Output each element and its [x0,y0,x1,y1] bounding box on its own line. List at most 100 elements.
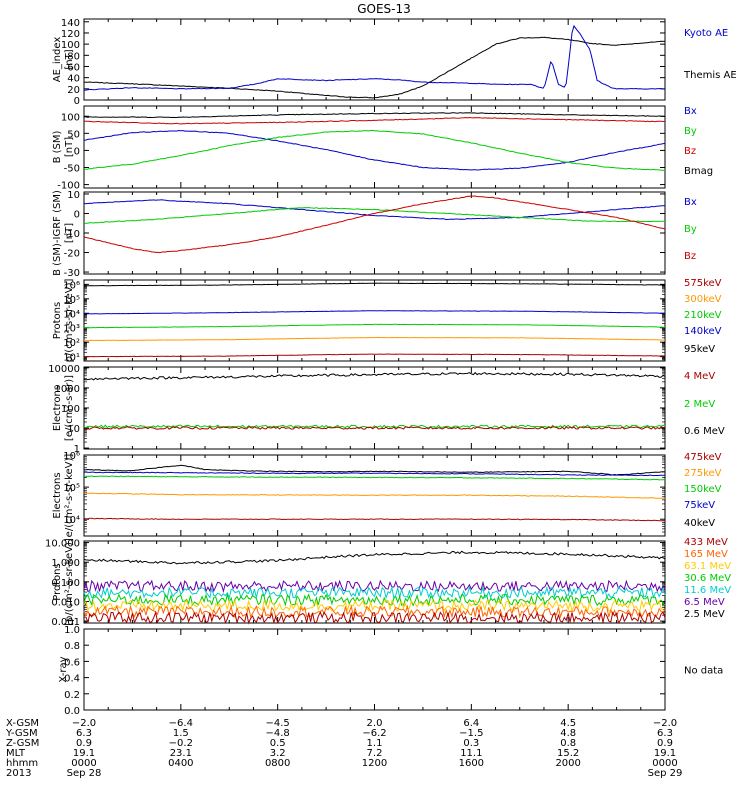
row-value-hhmm: 0800 [265,758,290,769]
y-tick-label: 10000 [48,364,80,375]
legend-140kev: 140keV [684,326,722,337]
legend-75kev: 75keV [684,500,715,511]
y-axis-label: B (SM)-IGRF (SM) [52,190,63,276]
y-tick-label: 0.100 [51,578,80,589]
panel-bsm: -100 -50 0 50 100 B (SM) [nT] Bx By Bz Bmag [52,105,713,192]
y-axis-label: [e/(cm²-s-sr)] [64,375,75,441]
row-value-mlt: 23.1 [170,748,192,759]
row-value-mlt: 3.2 [270,748,286,759]
y-tick-label: 0.0 [64,706,80,717]
row-value-z-gsm: 0.3 [463,738,479,749]
y-axis-label: X-ray [58,656,69,682]
y-tick-label: 40 [67,74,80,85]
y-tick-label: 0.4 [64,674,80,685]
row-value-y-gsm: −6.2 [362,728,386,739]
y-axis-label: e/(cm²-s-sr-keV)] [64,454,75,538]
legend-165-mev: 165 MeV [684,549,728,560]
y-axis-label: AE_index [52,37,63,83]
legend-2-5-mev: 2.5 MeV [684,609,725,620]
row-label-y-gsm: Y-GSM [5,728,38,739]
legend-95kev: 95keV [684,344,715,355]
legend-4-mev: 4 MeV [684,371,715,382]
panel-protons2: 0.001 0.010 0.100 1.000 10.000 Protons [p/(cm²… [45,537,731,628]
y-tick-label: -50 [64,164,80,175]
row-label-mlt: MLT [6,748,26,759]
legend-433-mev: 433 MeV [684,537,728,548]
series-line-2-mev [83,424,666,429]
series-line-2-5-mev [83,550,666,565]
panel-xray: 0.0 0.2 0.4 0.6 0.8 1.0 X-ray No data [58,625,723,717]
y-tick-label: -100 [57,181,80,192]
y-tick-label: 1.000 [51,558,80,569]
row-value-x-gsm: −6.4 [169,718,193,729]
series-line-40kev [83,464,666,476]
series-line-433-mev [83,610,666,625]
row-value-y-gsm: −1.5 [459,728,483,739]
series-line-11-6-mev [83,585,666,600]
y-axis-label: [p/(cm²-s-sr-keV)] [64,538,75,626]
y-tick-label: 10⁴ [63,515,80,526]
row-value-mlt: 19.1 [654,748,676,759]
y-axis-label: [nT] [64,223,75,243]
y-tick-label: 100 [61,40,80,51]
y-tick-label: 140 [61,18,80,29]
row-value-mlt: 19.1 [73,748,95,759]
series-line-210kev [83,323,665,329]
legend-themis-ae: Themis AE [683,70,737,81]
row-label-x-gsm: X-GSM [6,718,39,729]
y-tick-label: 80 [67,51,80,62]
series-line-575kev [83,353,666,358]
series-line-themis-ae [83,36,666,99]
series-line-kyoto-ae [83,24,666,91]
row-value-hhmm: 1600 [459,758,484,769]
date-start-label: Sep 28 [67,768,102,779]
legend-bz: Bz [684,146,696,157]
panel-frame [83,191,666,275]
panel-frame [83,628,666,711]
row-value-z-gsm: 0.8 [560,738,576,749]
y-tick-label: 0.001 [51,617,80,628]
y-tick-label: 10¹ [63,353,80,364]
legend-11-6-mev: 11.6 MeV [684,585,731,596]
row-value-x-gsm: 6.4 [463,718,479,729]
series-line-4-mev [83,426,665,430]
y-tick-label: 0 [74,96,80,107]
legend-0-6-mev: 0.6 MeV [684,426,725,437]
y-tick-label: 10.000 [45,539,80,550]
y-tick-label: 120 [61,29,80,40]
series-line-165-mev [83,604,666,619]
y-tick-label: 1000 [55,384,80,395]
y-axis-label: p/(cm²-s-sr-keV)] [64,279,75,363]
series-line-140kev [83,310,665,315]
row-value-z-gsm: −0.2 [169,738,193,749]
row-value-mlt: 11.1 [460,748,482,759]
y-axis-label: Electrons [52,472,63,518]
series-line-bmag [84,112,666,119]
y-tick-label: 1.0 [64,625,80,636]
series-line-bx [83,199,665,221]
row-value-y-gsm: 6.3 [76,728,92,739]
row-value-y-gsm: 6.3 [657,728,673,739]
y-tick-label: 1 [74,444,80,455]
series-line-300kev [83,336,666,342]
year-label: 2013 [6,768,31,779]
legend-bmag: Bmag [684,166,713,177]
row-value-mlt: 15.2 [557,748,579,759]
x-axis-table: X-GSM −2.0 −6.4 −4.5 2.0 6.4 4.5 −2.0 Y-GSM 6.3 1.… [5,718,682,779]
row-value-z-gsm: 0.9 [657,738,673,749]
row-value-z-gsm: 1.1 [367,738,383,749]
y-tick-label: 10² [63,338,80,349]
legend-210kev: 210keV [684,310,722,321]
y-tick-label: 0.6 [64,657,80,668]
series-line-by [83,129,666,171]
row-value-mlt: 7.2 [367,748,383,759]
y-tick-label: 10 [67,190,80,201]
legend-475kev: 475keV [684,452,722,463]
row-value-hhmm: 0000 [71,758,96,769]
y-tick-label: 0 [74,146,80,157]
legend-30-6-mev: 30.6 MeV [684,573,731,584]
